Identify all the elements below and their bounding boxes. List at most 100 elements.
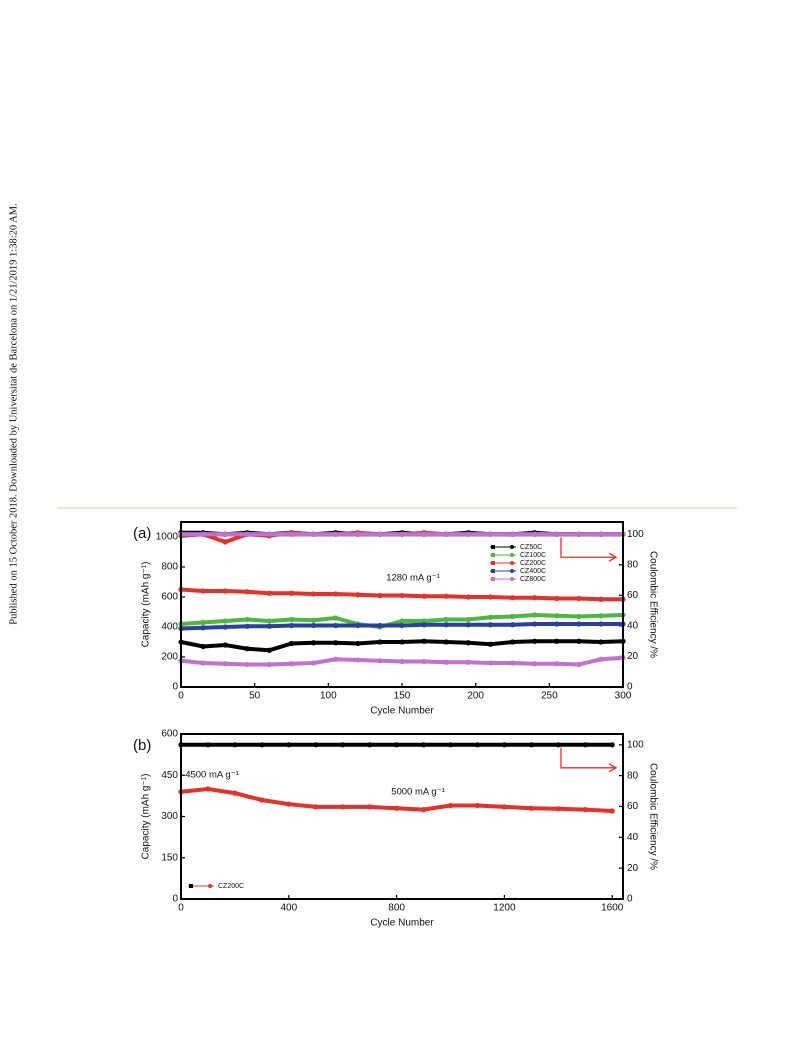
efficiency-point — [501, 742, 508, 748]
capacity-point — [333, 622, 339, 629]
capacity-point — [313, 804, 319, 810]
y-tick-label: 200 — [161, 652, 178, 663]
capacity-point — [582, 807, 588, 813]
y2-axis-label: Coulombic Efficiency /% — [647, 551, 658, 658]
panel-label: (b) — [133, 737, 151, 754]
axis-arrow-head — [608, 552, 618, 562]
capacity-point — [554, 595, 560, 602]
annotation: 4500 mA g⁻¹ — [185, 770, 239, 781]
capacity-point — [333, 656, 339, 662]
capacity-point — [259, 797, 265, 803]
capacity-point — [200, 588, 206, 594]
x-tick-label: 150 — [394, 691, 411, 702]
capacity-point — [465, 594, 471, 600]
axis-arrow — [560, 537, 615, 558]
capacity-point — [222, 624, 228, 630]
capacity-point — [244, 646, 250, 652]
y-tick-label: 450 — [161, 770, 178, 781]
capacity-point — [554, 613, 560, 619]
plot-frame — [180, 733, 624, 900]
y-tick-label: 150 — [161, 852, 178, 863]
capacity-point — [266, 647, 272, 653]
capacity-point — [421, 638, 427, 644]
capacity-point — [598, 656, 604, 662]
capacity-point — [200, 643, 206, 650]
capacity-point — [222, 642, 228, 648]
capacity-point — [532, 621, 538, 627]
y-tick-label: 0 — [172, 682, 178, 693]
x-tick-label: 400 — [280, 903, 297, 914]
y2-tick-label: 60 — [627, 801, 639, 812]
capacity-point — [576, 613, 582, 620]
legend-marker — [510, 545, 514, 549]
y2-tick-label: 80 — [627, 559, 639, 570]
efficiency-point — [598, 531, 604, 537]
capacity-point — [355, 592, 361, 598]
legend-marker — [510, 569, 514, 573]
capacity-point — [200, 660, 206, 666]
x-tick-label: 300 — [615, 691, 632, 702]
y2-tick-label: 80 — [627, 770, 639, 781]
y2-tick-label: 0 — [627, 894, 633, 905]
legend-marker — [491, 569, 495, 573]
capacity-point — [609, 808, 615, 814]
x-tick-label: 50 — [249, 691, 261, 702]
y2-tick-label: 60 — [627, 590, 639, 601]
capacity-point — [421, 618, 427, 624]
capacity-point — [598, 596, 604, 602]
annotation: 5000 mA g⁻¹ — [391, 787, 445, 798]
efficiency-point — [266, 531, 272, 537]
x-tick-label: 0 — [178, 691, 184, 702]
y2-tick-label: 20 — [627, 651, 639, 662]
efficiency-point — [474, 742, 481, 748]
annotation: 1280 mA g⁻¹ — [386, 573, 440, 584]
capacity-point — [205, 786, 211, 792]
capacity-point — [465, 622, 471, 628]
capacity-point — [311, 622, 317, 629]
capacity-point — [509, 595, 516, 601]
y-tick-label: 400 — [161, 622, 178, 633]
efficiency-point — [222, 531, 228, 537]
capacity-point — [576, 638, 582, 644]
legend-marker — [491, 577, 495, 581]
capacity-point — [598, 621, 604, 627]
capacity-point — [532, 638, 538, 644]
capacity-point — [244, 661, 250, 668]
efficiency-point — [259, 742, 265, 748]
y2-tick-label: 100 — [627, 529, 644, 540]
efficiency-point — [576, 531, 582, 537]
capacity-point — [399, 618, 405, 624]
capacity-point — [487, 594, 493, 600]
capacity-point — [266, 661, 272, 668]
y-tick-label: 600 — [161, 729, 178, 740]
y-axis-label: Capacity (mAh g⁻¹) — [141, 774, 152, 860]
y2-axis-label: Coulombic Efficiency /% — [647, 763, 658, 870]
y-tick-label: 600 — [161, 592, 178, 603]
capacity-point — [555, 806, 561, 812]
capacity-point — [443, 593, 449, 599]
efficiency-point — [313, 742, 319, 748]
capacity-point — [421, 593, 427, 599]
efficiency-point — [421, 531, 427, 537]
capacity-point — [399, 658, 405, 665]
capacity-point — [244, 616, 250, 623]
efficiency-point — [443, 531, 449, 537]
y2-tick-label: 20 — [627, 863, 639, 874]
capacity-point — [443, 622, 449, 628]
capacity-point — [355, 657, 361, 663]
y2-tick-label: 40 — [627, 621, 639, 632]
capacity-point — [355, 622, 361, 629]
capacity-point — [333, 591, 339, 597]
efficiency-point — [528, 742, 534, 748]
capacity-point — [311, 591, 317, 597]
legend-marker — [189, 884, 193, 888]
legend-marker — [491, 553, 495, 557]
capacity-point — [266, 623, 272, 629]
capacity-point — [487, 641, 493, 647]
x-axis-label: Cycle Number — [370, 918, 434, 929]
legend-label: CZ100C — [520, 552, 546, 559]
y-axis-label: Capacity (mAh g⁻¹) — [141, 562, 152, 648]
capacity-point — [474, 802, 481, 809]
capacity-point — [532, 595, 538, 601]
